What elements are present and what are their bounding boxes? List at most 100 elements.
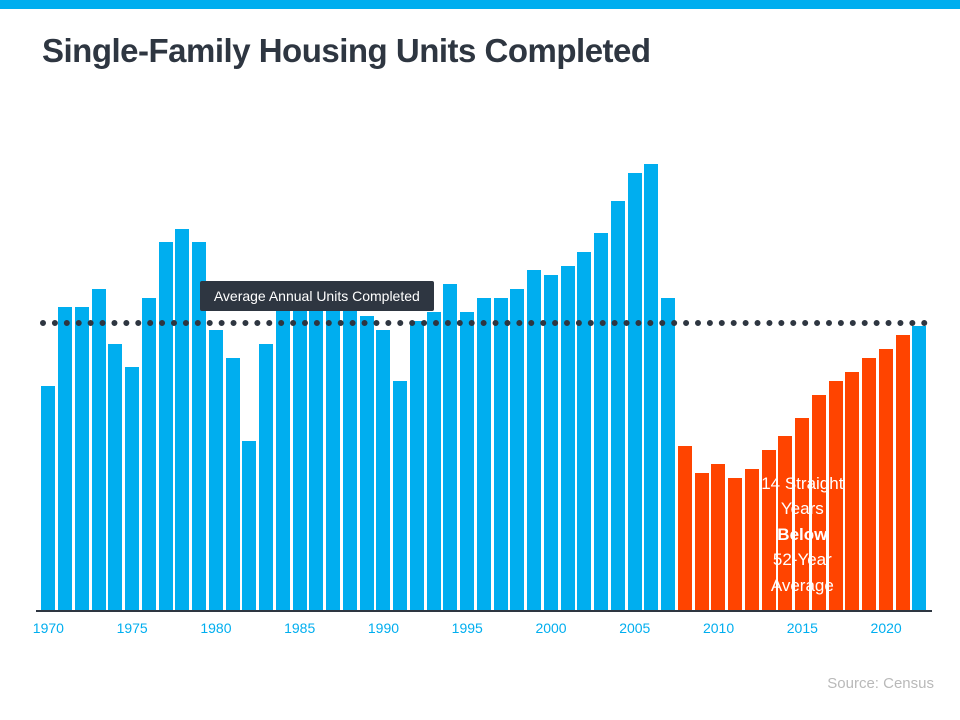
bar-slot [643,150,660,612]
bar [58,307,72,612]
x-tick-label: 1990 [368,620,399,636]
bar-slot [258,150,275,612]
bar-slot [275,150,292,612]
bar [293,307,307,612]
bar-slot [308,150,325,612]
bar-slot [74,150,91,612]
bar [644,164,658,612]
bar-slot [660,150,677,612]
brand-topbar [0,0,960,9]
x-tick-label: 1970 [33,620,64,636]
bar [75,307,89,612]
bar-slot [593,150,610,612]
bar-slot [626,150,643,612]
bar-slot [559,150,576,612]
bar [427,312,441,612]
x-tick-label: 2020 [871,620,902,636]
bar-slot [291,150,308,612]
bar [376,330,390,612]
bar-slot [358,150,375,612]
bar-slot [492,150,509,612]
bar-slot [425,150,442,612]
bar [259,344,273,612]
bar-slot [509,150,526,612]
bar-slot [459,150,476,612]
bar [125,367,139,612]
bar [494,298,508,612]
bar-slot [224,150,241,612]
bar [242,441,256,612]
x-tick-label: 1975 [117,620,148,636]
x-tick-label: 1985 [284,620,315,636]
average-label-pill: Average Annual Units Completed [200,281,434,311]
chart-area: Average Annual Units Completed 14 Straig… [40,150,928,642]
bar [695,473,709,612]
bar [896,335,910,612]
x-tick-label: 1980 [200,620,231,636]
bar-slot [677,150,694,612]
callout-line-2: Below [739,522,865,548]
bar-slot [610,150,627,612]
bar [912,326,926,612]
bar [477,298,491,612]
x-axis-ticks: 1970197519801985199019952000200520102015… [40,612,928,642]
bar-slot [40,150,57,612]
page: Single-Family Housing Units Completed Av… [0,0,960,720]
chart-title: Single-Family Housing Units Completed [42,32,651,70]
bar [577,252,591,612]
bar [628,173,642,612]
bar [108,344,122,612]
callout-line-1: 14 Straight Years [739,471,865,522]
x-tick-label: 2005 [619,620,650,636]
bar [343,307,357,612]
average-label-text: Average Annual Units Completed [214,288,420,304]
bar [678,446,692,612]
bar [209,330,223,612]
bar [360,316,374,612]
bar [276,307,290,612]
bar-slot [392,150,409,612]
bar [309,289,323,612]
bar [879,349,893,612]
bar [460,312,474,612]
bar [510,289,524,612]
bar [561,266,575,613]
bar [142,298,156,612]
bar-slot [693,150,710,612]
bar-slot [442,150,459,612]
bar-slot [107,150,124,612]
callout-annotation: 14 Straight Years Below 52-Year Average [739,471,865,599]
callout-line-3: 52-Year Average [739,547,865,598]
bar-slot [576,150,593,612]
bar [594,233,608,612]
bar-slot [543,150,560,612]
bar-slot [342,150,359,612]
x-tick-label: 2015 [787,620,818,636]
bar-slot [894,150,911,612]
bar-slot [141,150,158,612]
bar [326,293,340,612]
bar [410,321,424,612]
bar-slot [174,150,191,612]
plot-region: Average Annual Units Completed 14 Straig… [40,150,928,612]
bar-slot [241,150,258,612]
bar-slot [710,150,727,612]
bar-slot [526,150,543,612]
average-line [40,320,928,326]
x-tick-label: 1995 [452,620,483,636]
bar-slot [208,150,225,612]
bar [226,358,240,612]
bar [159,242,173,612]
bar [41,386,55,612]
source-text: Source: Census [827,675,934,692]
bar-slot [90,150,107,612]
bar-slot [911,150,928,612]
bar [661,298,675,612]
bar-slot [878,150,895,612]
bar [92,289,106,612]
bar-slot [124,150,141,612]
bar [175,229,189,612]
bar [443,284,457,612]
bar [611,201,625,612]
bar-slot [57,150,74,612]
